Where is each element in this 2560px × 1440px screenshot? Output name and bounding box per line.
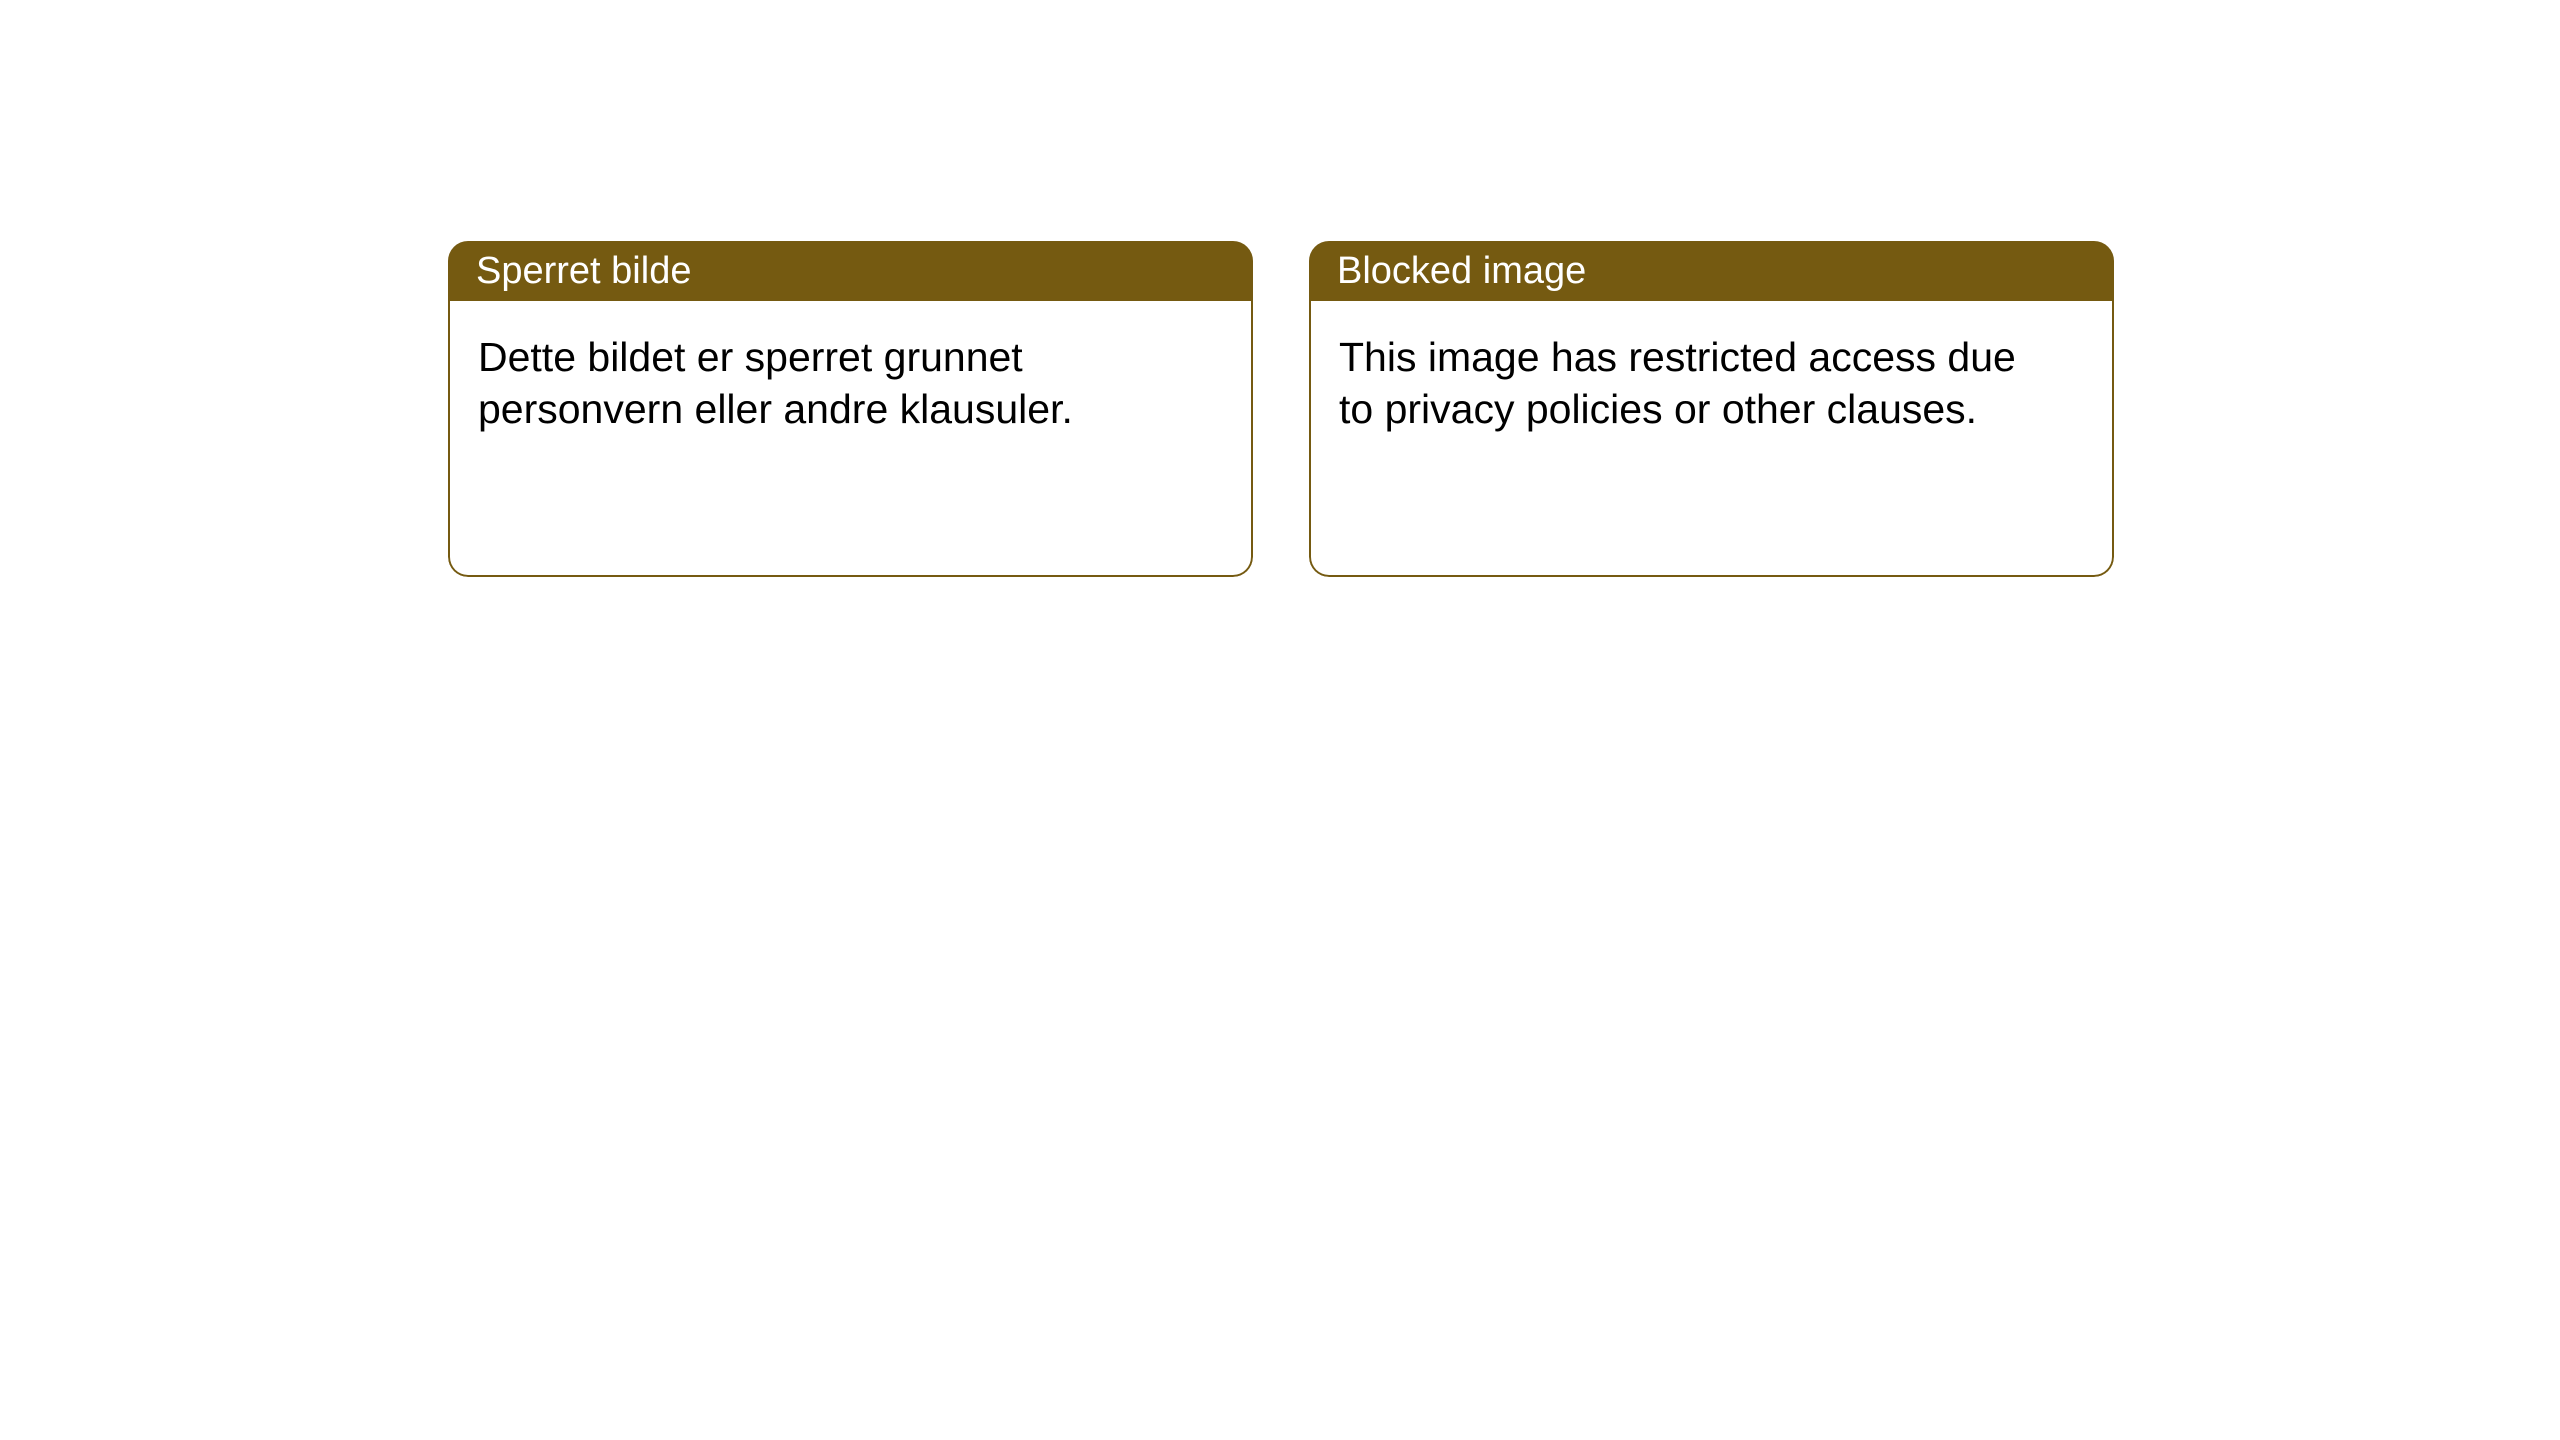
notice-card-no: Sperret bilde Dette bildet er sperret gr… xyxy=(448,241,1253,577)
notice-title-no: Sperret bilde xyxy=(476,250,691,293)
notice-card-en: Blocked image This image has restricted … xyxy=(1309,241,2114,577)
notice-card-header-no: Sperret bilde xyxy=(448,241,1253,301)
notice-cards-row: Sperret bilde Dette bildet er sperret gr… xyxy=(448,241,2114,577)
notice-card-body-no: Dette bildet er sperret grunnet personve… xyxy=(448,301,1253,577)
notice-message-no: Dette bildet er sperret grunnet personve… xyxy=(478,331,1198,435)
notice-card-header-en: Blocked image xyxy=(1309,241,2114,301)
page-root: Sperret bilde Dette bildet er sperret gr… xyxy=(0,0,2560,1440)
notice-title-en: Blocked image xyxy=(1337,250,1586,293)
notice-card-body-en: This image has restricted access due to … xyxy=(1309,301,2114,577)
notice-message-en: This image has restricted access due to … xyxy=(1339,331,2059,435)
